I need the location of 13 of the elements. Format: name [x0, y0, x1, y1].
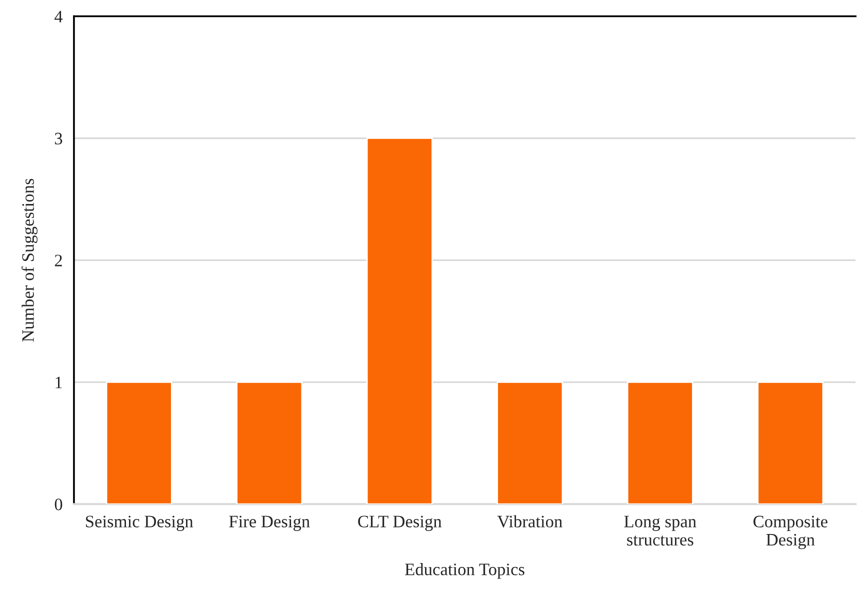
x-axis-title: Education Topics: [405, 563, 524, 579]
x-tick-label: Vibration: [497, 515, 562, 528]
x-tick-label: Long span structures: [624, 516, 696, 546]
x-tick-label: Fire Design: [229, 516, 310, 531]
x-tick-label: Composite Design: [754, 516, 828, 550]
y-tick-label: 1: [56, 376, 62, 388]
y-axis-title: Number of Suggestions: [22, 178, 38, 342]
x-tick-label: CLT Design: [358, 516, 442, 531]
y-tick-label: 0: [54, 498, 62, 510]
y-tick-label: 3: [55, 132, 62, 144]
y-tick-label: 2: [54, 254, 62, 266]
y-tick-label: 4: [54, 10, 63, 22]
x-tick-label: Seismic Design: [86, 516, 194, 531]
